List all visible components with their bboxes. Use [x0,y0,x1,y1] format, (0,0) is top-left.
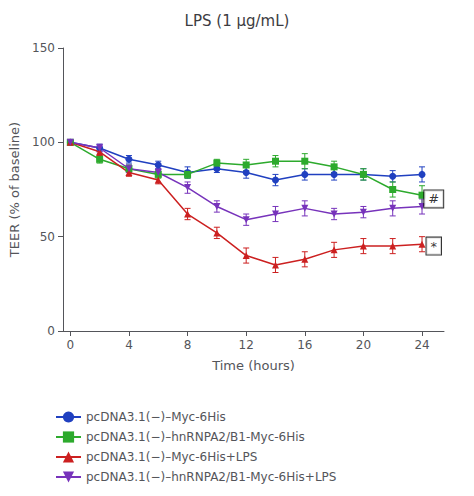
svg-text:50: 50 [40,230,55,244]
svg-text:24: 24 [414,338,429,352]
svg-text:*: * [430,239,437,254]
svg-text:20: 20 [356,338,371,352]
svg-text:pcDNA3.1(−)–Myc-6His: pcDNA3.1(−)–Myc-6His [86,410,226,424]
svg-text:0: 0 [67,338,75,352]
svg-text:150: 150 [32,41,55,55]
svg-text:16: 16 [297,338,312,352]
svg-text:12: 12 [239,338,254,352]
svg-text:TEER (% of baseline): TEER (% of baseline) [7,122,22,258]
svg-text:4: 4 [125,338,133,352]
svg-text:100: 100 [32,135,55,149]
svg-text:Time (hours): Time (hours) [211,358,295,373]
svg-text:LPS (1 μg/mL): LPS (1 μg/mL) [185,12,290,30]
svg-text:0: 0 [47,324,55,338]
svg-text:#: # [428,191,439,206]
svg-text:pcDNA3.1(−)–hnRNPA2/B1-Myc-6Hi: pcDNA3.1(−)–hnRNPA2/B1-Myc-6His [86,430,305,444]
svg-text:pcDNA3.1(−)–hnRNPA2/B1-Myc-6Hi: pcDNA3.1(−)–hnRNPA2/B1-Myc-6His+LPS [86,470,336,484]
svg-text:8: 8 [184,338,192,352]
svg-text:pcDNA3.1(−)–Myc-6His+LPS: pcDNA3.1(−)–Myc-6His+LPS [86,450,257,464]
